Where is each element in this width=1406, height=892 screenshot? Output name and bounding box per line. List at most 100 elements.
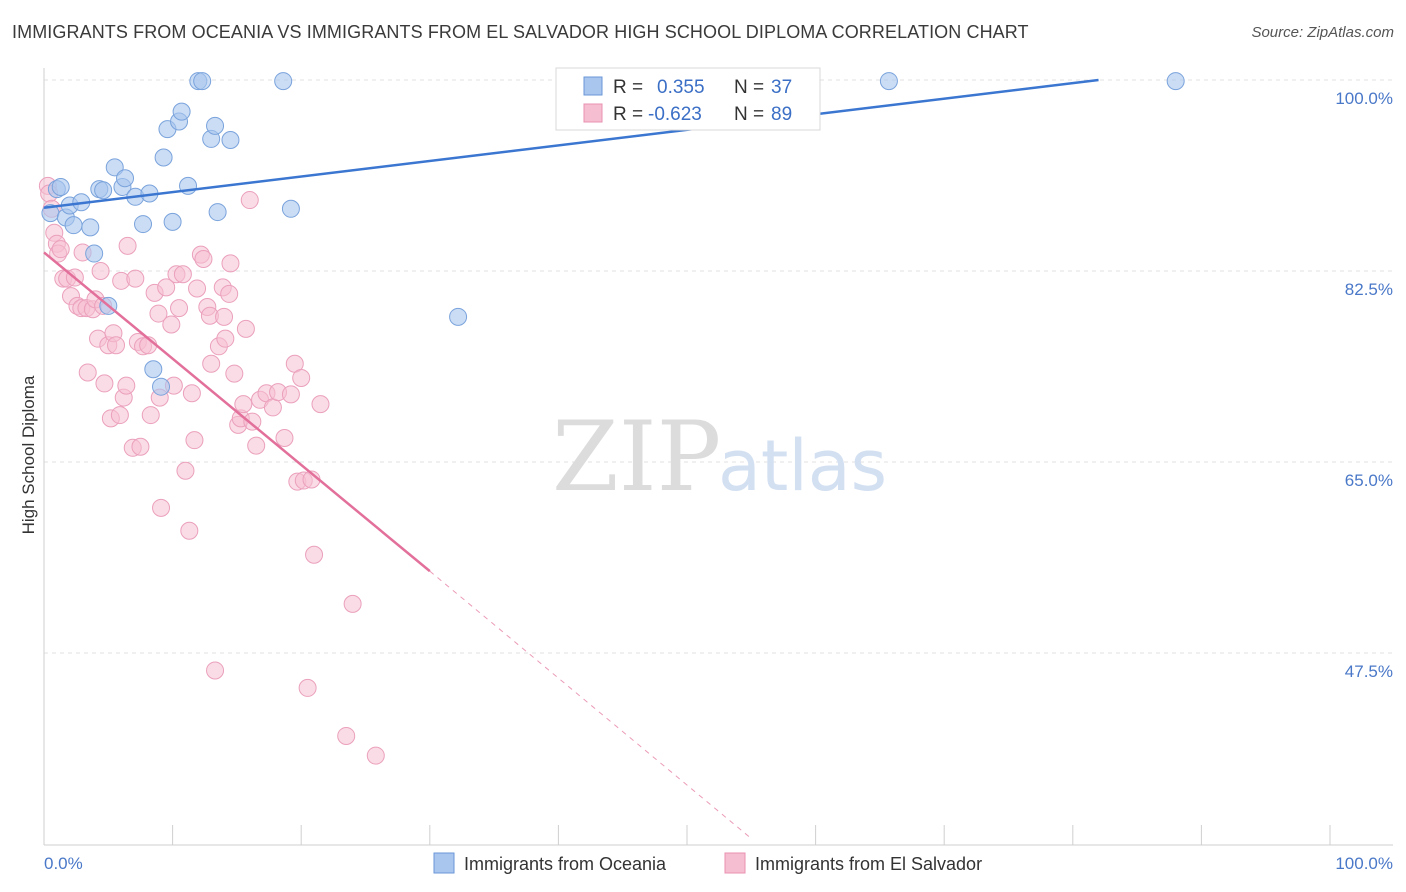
point-el-salvador-46 — [170, 299, 189, 318]
stats-pink-r-label: R = — [613, 104, 643, 125]
stats-blue-swatch — [583, 76, 603, 96]
point-oceania-14 — [116, 169, 135, 188]
point-el-salvador-69 — [236, 319, 255, 338]
y-tick-labels: 100.0% 82.5% 65.0% 47.5% — [1335, 89, 1393, 681]
point-el-salvador-85 — [305, 545, 324, 564]
legend: Immigrants from Oceania Immigrants from … — [433, 852, 982, 874]
point-el-salvador-42 — [157, 278, 176, 297]
series-el-salvador-points — [38, 176, 385, 765]
point-el-salvador-62 — [216, 329, 235, 348]
point-oceania-16 — [134, 215, 153, 234]
legend-pink-swatch — [724, 852, 746, 874]
point-el-salvador-50 — [182, 384, 201, 403]
x-tick-label-min: 0.0% — [44, 854, 83, 873]
point-oceania-20 — [154, 148, 173, 167]
point-el-salvador-32 — [126, 269, 145, 288]
point-el-salvador-29 — [117, 376, 136, 395]
point-oceania-22 — [163, 212, 182, 231]
stats-pink-n-value: 89 — [771, 104, 792, 125]
point-oceania-5 — [64, 216, 83, 235]
point-oceania-31 — [221, 131, 240, 150]
series-oceania-points — [41, 72, 1185, 396]
chart-title: IMMIGRANTS FROM OCEANIA VS IMMIGRANTS FR… — [12, 22, 1029, 42]
point-oceania-32 — [274, 72, 293, 91]
point-el-salvador-26 — [110, 406, 129, 425]
point-el-salvador-51 — [185, 431, 204, 450]
stats-pink-swatch — [583, 103, 603, 123]
point-el-salvador-43 — [162, 315, 181, 334]
point-el-salvador-81 — [292, 368, 311, 387]
y-tick-label-2: 65.0% — [1345, 471, 1393, 490]
trend-line-el-salvador — [43, 251, 431, 573]
watermark-atlas: atlas — [718, 425, 887, 507]
stats-blue-n-label: N = — [734, 77, 764, 98]
point-oceania-33 — [281, 199, 300, 218]
point-el-salvador-70 — [240, 191, 259, 210]
point-el-salvador-30 — [118, 236, 137, 255]
stats-blue-r-value: 0.355 — [657, 77, 705, 98]
y-axis-label: High School Diploma — [19, 375, 38, 534]
point-oceania-29 — [206, 116, 225, 135]
trend-lines — [43, 78, 1099, 839]
x-tick-label-max: 100.0% — [1335, 854, 1393, 873]
point-el-salvador-75 — [263, 398, 282, 417]
stats-blue-r-label: R = — [613, 77, 643, 98]
point-el-salvador-77 — [275, 428, 294, 447]
point-el-salvador-25 — [107, 336, 126, 355]
point-el-salvador-64 — [221, 254, 240, 273]
point-el-salvador-83 — [298, 678, 317, 697]
point-oceania-30 — [208, 203, 227, 222]
point-el-salvador-65 — [225, 364, 244, 383]
point-oceania-10 — [94, 181, 113, 200]
stats-pink-r-value: -0.623 — [648, 104, 702, 125]
y-tick-label-3: 47.5% — [1345, 662, 1393, 681]
chart-source: Source: ZipAtlas.com — [1251, 24, 1394, 41]
point-el-salvador-88 — [343, 594, 362, 613]
point-el-salvador-71 — [243, 412, 262, 431]
legend-pink-label: Immigrants from El Salvador — [755, 854, 982, 874]
y-tick-label-1: 82.5% — [1345, 280, 1393, 299]
point-el-salvador-41 — [152, 498, 171, 517]
trend-line-oceania — [43, 78, 1099, 209]
point-el-salvador-52 — [188, 279, 207, 298]
point-oceania-2 — [51, 177, 70, 196]
point-el-salvador-61 — [215, 307, 234, 326]
point-oceania-18 — [144, 360, 163, 379]
point-oceania-27 — [193, 72, 212, 91]
point-oceania-19 — [152, 377, 171, 396]
watermark-zip: ZIP — [552, 401, 721, 513]
watermark: ZIP atlas — [552, 401, 887, 513]
point-el-salvador-68 — [234, 395, 253, 414]
stats-box: R = 0.355 N = 37 R = -0.623 N = 89 — [555, 67, 821, 131]
y-tick-label-0: 100.0% — [1335, 89, 1393, 108]
stats-pink-n-label: N = — [734, 104, 764, 125]
trend-line-el-salvador-extension — [429, 570, 752, 839]
point-el-salvador-63 — [220, 284, 239, 303]
point-oceania-36 — [1166, 72, 1185, 91]
point-el-salvador-21 — [95, 374, 114, 393]
point-el-salvador-87 — [337, 726, 356, 745]
point-el-salvador-54 — [194, 249, 213, 268]
point-el-salvador-6 — [51, 240, 70, 259]
point-el-salvador-47 — [173, 265, 192, 284]
point-el-salvador-58 — [206, 661, 225, 680]
point-el-salvador-37 — [141, 406, 160, 425]
point-el-salvador-78 — [281, 385, 300, 404]
gridlines — [44, 79, 1393, 654]
point-oceania-24 — [172, 102, 191, 121]
point-el-salvador-34 — [131, 437, 150, 456]
point-el-salvador-57 — [202, 354, 221, 373]
point-el-salvador-89 — [366, 746, 385, 765]
point-el-salvador-48 — [176, 461, 195, 480]
point-oceania-8 — [85, 244, 104, 263]
point-el-salvador-72 — [247, 436, 266, 455]
point-oceania-35 — [879, 72, 898, 91]
point-el-salvador-15 — [78, 363, 97, 382]
point-oceania-7 — [81, 218, 100, 237]
point-el-salvador-39 — [149, 304, 168, 323]
legend-blue-swatch — [433, 852, 455, 874]
point-oceania-34 — [449, 307, 468, 326]
point-el-salvador-19 — [91, 262, 110, 280]
point-el-salvador-86 — [311, 395, 330, 414]
